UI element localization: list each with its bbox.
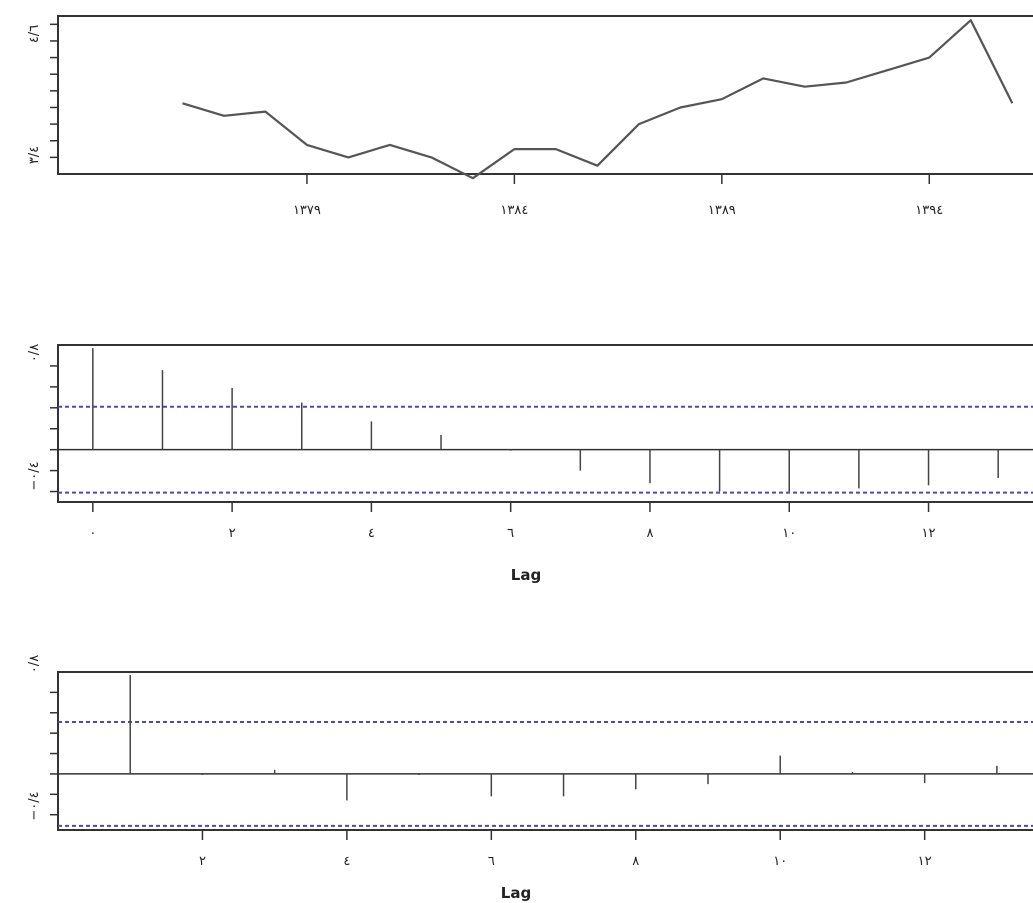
pacf-panel: ۲ ٤ ٦ ۸ ۱۰ ۱۲ ۰/۸ −۰/٤ Lag	[27, 655, 1033, 902]
plot-frame	[57, 344, 1033, 503]
x-tick-label: ۱۲	[922, 526, 936, 541]
x-tick-label: ۲	[229, 526, 236, 541]
y-tick-label-top: ٤/٦	[27, 25, 42, 43]
x-tick-label: ٤	[343, 854, 350, 869]
x-axis-title: Lag	[501, 884, 531, 902]
time-series-panel: ۱۳۷۹ ۱۳۸٤ ۱۳۸۹ ۱۳۹٤ ٤/٦ ۳/٤	[27, 15, 1033, 218]
y-tick-label-bottom: ۳/٤	[27, 146, 42, 164]
plot-frame	[57, 671, 1033, 831]
x-tick-label: ٦	[488, 854, 495, 869]
x-tick-label: ۸	[632, 854, 639, 869]
x-axis-title: Lag	[511, 566, 541, 584]
y-tick-label-top: ۰/۸	[27, 344, 42, 362]
x-tick-label: ۱۳۹٤	[915, 203, 943, 218]
x-tick-label: ۱۰	[782, 526, 796, 541]
y-tick-label-top: ۰/۸	[27, 655, 42, 673]
x-tick-label: ٦	[507, 526, 514, 541]
y-tick-label-bottom: −۰/٤	[27, 461, 42, 490]
x-tick-label: ۱۳۷۹	[293, 203, 321, 218]
x-tick-label: ۱۲	[918, 854, 932, 869]
x-tick-label: ٤	[368, 526, 375, 541]
x-tick-label: ۲	[199, 854, 206, 869]
acf-panel: ۰ ۲ ٤ ٦ ۸ ۱۰ ۱۲ ۰/۸ −۰/٤ Lag	[27, 344, 1033, 584]
x-tick-label: ۱۰	[773, 854, 787, 869]
x-tick-label: ۰	[89, 526, 96, 541]
x-tick-label: ۱۳۸۹	[708, 203, 736, 218]
plot-frame	[57, 15, 1033, 175]
y-tick-label-bottom: −۰/٤	[27, 791, 42, 820]
series-line	[182, 19, 1014, 180]
x-tick-label: ۸	[646, 526, 653, 541]
x-tick-label: ۱۳۸٤	[500, 203, 528, 218]
